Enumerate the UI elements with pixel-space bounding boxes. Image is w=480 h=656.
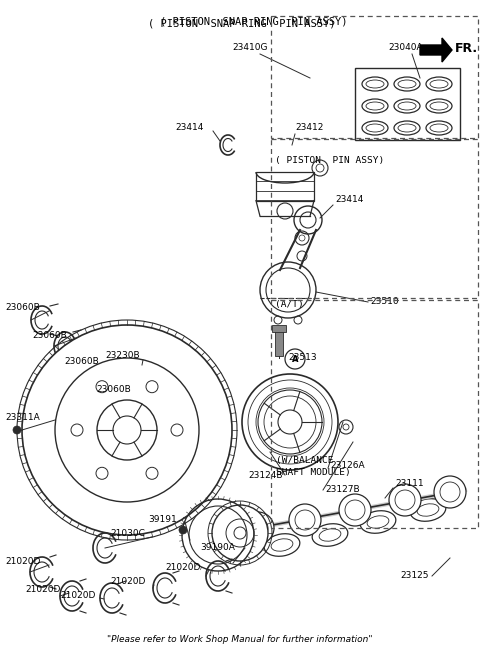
Text: ( PISTON  PIN ASSY): ( PISTON PIN ASSY) xyxy=(275,155,384,165)
Text: 39190A: 39190A xyxy=(200,544,235,552)
Bar xyxy=(271,139,478,298)
Ellipse shape xyxy=(410,499,446,522)
Text: 39191: 39191 xyxy=(148,516,177,525)
Bar xyxy=(275,328,283,356)
Text: 21030C: 21030C xyxy=(110,529,145,539)
Text: 23410G: 23410G xyxy=(232,43,267,52)
Ellipse shape xyxy=(360,511,396,533)
Text: 23111: 23111 xyxy=(395,478,424,487)
Text: 23127B: 23127B xyxy=(325,485,360,495)
Circle shape xyxy=(339,494,371,526)
Bar xyxy=(271,16,478,138)
Circle shape xyxy=(179,526,187,534)
Circle shape xyxy=(146,467,158,480)
Text: 21020D: 21020D xyxy=(110,577,145,586)
Text: 21020D: 21020D xyxy=(25,586,60,594)
Circle shape xyxy=(171,424,183,436)
Text: ( PISTON  SNAP RING  PIN ASSY): ( PISTON SNAP RING PIN ASSY) xyxy=(160,17,348,27)
Text: FR.: FR. xyxy=(455,41,478,54)
Text: 23311A: 23311A xyxy=(5,413,40,422)
Text: 23040A: 23040A xyxy=(388,43,422,52)
Circle shape xyxy=(389,484,421,516)
Circle shape xyxy=(96,380,108,393)
Circle shape xyxy=(285,349,305,369)
Circle shape xyxy=(212,505,268,561)
Bar xyxy=(355,68,460,140)
Ellipse shape xyxy=(312,523,348,546)
Circle shape xyxy=(242,512,274,544)
Text: 23060B: 23060B xyxy=(96,386,131,394)
Text: 21020D: 21020D xyxy=(5,558,40,567)
Text: 23125: 23125 xyxy=(400,571,429,581)
Text: 23513: 23513 xyxy=(288,354,317,363)
Text: 21020D: 21020D xyxy=(60,592,96,600)
Text: 23510: 23510 xyxy=(370,298,398,306)
Text: 23060B: 23060B xyxy=(5,304,40,312)
Text: 23230B: 23230B xyxy=(105,350,140,359)
Circle shape xyxy=(434,476,466,508)
Circle shape xyxy=(242,374,338,470)
Text: 23060B: 23060B xyxy=(64,358,99,367)
Circle shape xyxy=(289,504,321,536)
Text: 23126A: 23126A xyxy=(330,461,365,470)
Polygon shape xyxy=(420,38,452,62)
Bar xyxy=(271,300,478,528)
Text: "Please refer to Work Shop Manual for further information": "Please refer to Work Shop Manual for fu… xyxy=(107,636,373,644)
Text: SHAFT MODULE): SHAFT MODULE) xyxy=(276,468,351,478)
Circle shape xyxy=(146,380,158,393)
Text: (A/T): (A/T) xyxy=(275,300,304,310)
Text: ( PISTON  SNAP RING  PIN ASSY): ( PISTON SNAP RING PIN ASSY) xyxy=(148,19,336,29)
Circle shape xyxy=(71,424,83,436)
Ellipse shape xyxy=(264,534,300,556)
Text: 23414: 23414 xyxy=(335,195,363,205)
Text: 21020D: 21020D xyxy=(165,562,200,571)
Circle shape xyxy=(13,426,21,434)
Text: 23414: 23414 xyxy=(175,123,204,133)
Text: 23412: 23412 xyxy=(295,123,324,133)
Circle shape xyxy=(96,467,108,480)
Text: (W/BALANCE: (W/BALANCE xyxy=(276,455,334,464)
Text: 23060B: 23060B xyxy=(32,331,67,340)
Text: 23124B: 23124B xyxy=(248,470,283,480)
Text: A: A xyxy=(292,354,298,363)
Bar xyxy=(256,172,314,201)
Circle shape xyxy=(22,325,232,535)
Bar xyxy=(272,325,286,332)
